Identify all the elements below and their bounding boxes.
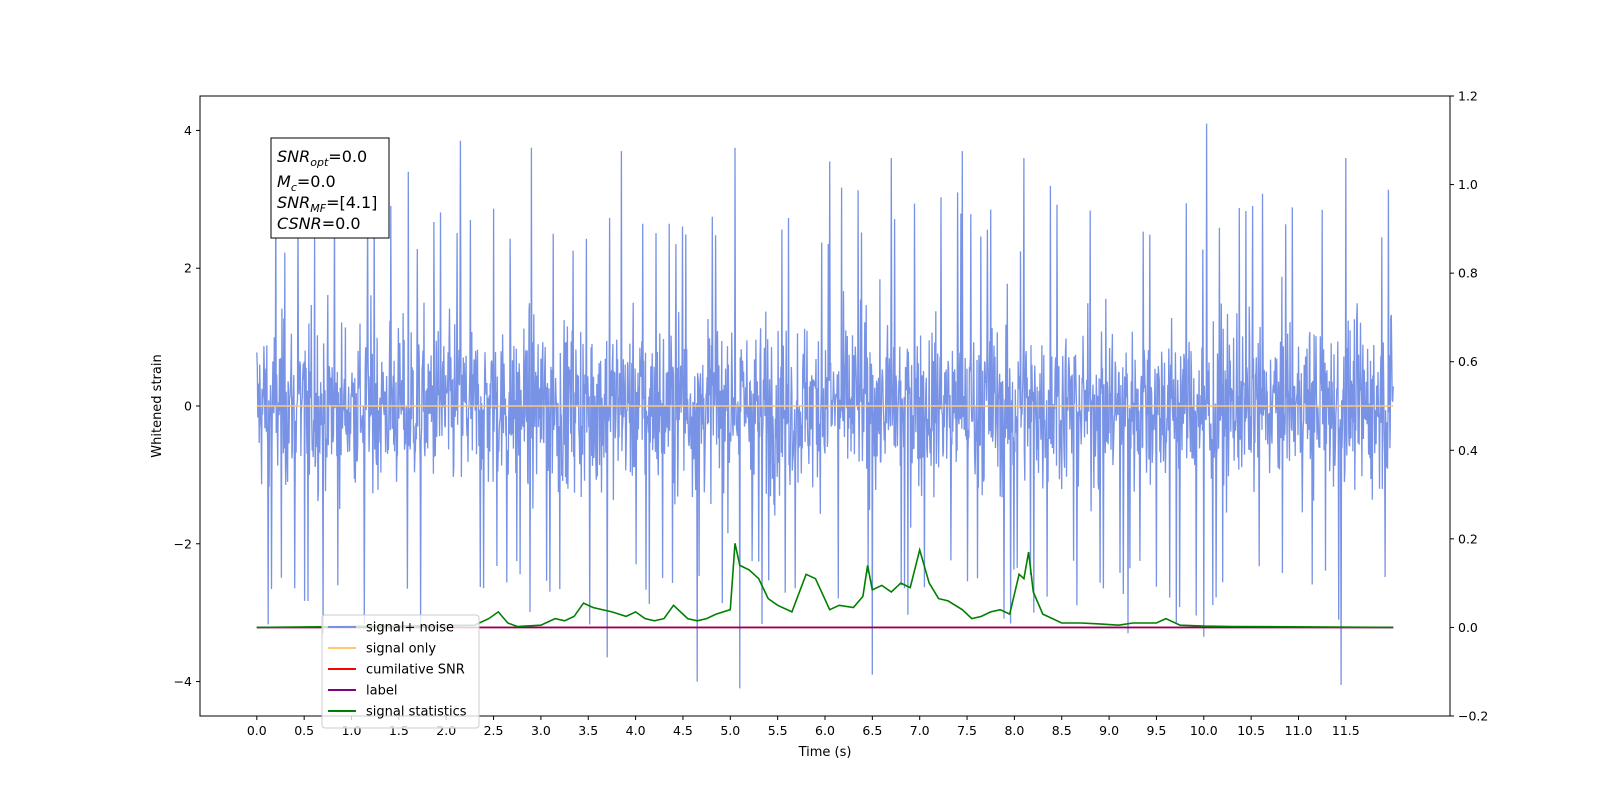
annotation-mc: Mc=0.0 xyxy=(277,172,336,194)
ticks-layer: 0.0 0.5 1.0 1.5 2.0 2.5 3.0 3.5 4.0 4.5 5.0 5.5 6.0 6… xyxy=(174,89,1489,739)
y-tick-label: −4 xyxy=(174,674,192,689)
y2-tick-label: 0.2 xyxy=(1458,531,1478,546)
y2-tick-label: 0.8 xyxy=(1458,266,1478,281)
csnr-value: =0.0 xyxy=(322,214,361,233)
snr-annotation: SNRopt=0.0 Mc=0.0 SNRMF=[4.1] CSNR=0.0 xyxy=(270,137,390,239)
y2-tick-label: 0.6 xyxy=(1458,354,1478,369)
legend-box xyxy=(321,614,480,729)
mc-sub: c xyxy=(291,181,297,194)
legend-label: signal only xyxy=(366,642,436,657)
x-tick-label: 8.5 xyxy=(1052,723,1072,738)
x-tick-label: 0.0 xyxy=(247,723,267,738)
snr-mf-value: =[4.1] xyxy=(326,193,377,212)
x-tick-label: 6.0 xyxy=(815,723,835,738)
x-tick-label: 3.5 xyxy=(578,723,598,738)
y-axis-label: Whitened strain xyxy=(150,354,165,457)
legend-label: cumilative SNR xyxy=(366,663,465,678)
mc-label: M xyxy=(277,172,291,191)
y2-tick-label: 1.2 xyxy=(1458,89,1478,104)
x-tick-label: 0.5 xyxy=(294,723,314,738)
x-tick-label: 3.0 xyxy=(531,723,551,738)
y-tick-label: −2 xyxy=(174,536,192,551)
x-tick-label: 11.5 xyxy=(1332,723,1360,738)
legend-label: label xyxy=(366,684,397,699)
x-tick-label: 8.0 xyxy=(1004,723,1024,738)
x-tick-label: 10.0 xyxy=(1190,723,1218,738)
x-tick-label: 11.0 xyxy=(1285,723,1313,738)
x-tick-label: 9.5 xyxy=(1146,723,1166,738)
y2-tick-label: 0.0 xyxy=(1458,620,1478,635)
x-tick-label: 7.5 xyxy=(957,723,977,738)
annotation-box xyxy=(270,137,390,239)
snr-mf-label: SNR xyxy=(277,193,310,212)
x-tick-label: 2.5 xyxy=(484,723,504,738)
x-tick-label: 5.5 xyxy=(768,723,788,738)
legend-label: signal+ noise xyxy=(366,621,454,636)
y-tick-label: 0 xyxy=(184,399,192,414)
series-line-4 xyxy=(256,543,1394,629)
x-axis-label: Time (s) xyxy=(798,745,852,760)
csnr-label: CSNR xyxy=(277,214,322,233)
y2-tick-label: −0.2 xyxy=(1458,709,1488,724)
snr-opt-value: =0.0 xyxy=(328,147,367,166)
legend: signal+ noise signal only cumilative SNR la… xyxy=(321,614,480,729)
snr-opt-label: SNR xyxy=(277,147,310,166)
x-tick-label: 9.0 xyxy=(1099,723,1119,738)
annotation-snr-opt: SNRopt=0.0 xyxy=(277,147,367,169)
annotation-csnr: CSNR=0.0 xyxy=(277,214,361,233)
legend-label: signal statistics xyxy=(366,705,467,720)
y-tick-label: 4 xyxy=(184,123,192,138)
snr-mf-sub: MF xyxy=(310,202,326,215)
annotation-snr-mf: SNRMF=[4.1] xyxy=(277,193,377,215)
x-tick-label: 6.5 xyxy=(862,723,882,738)
y2-tick-label: 0.4 xyxy=(1458,443,1478,458)
y2-tick-label: 1.0 xyxy=(1458,177,1478,192)
mc-value: =0.0 xyxy=(297,172,336,191)
x-tick-label: 4.5 xyxy=(673,723,693,738)
y-tick-label: 2 xyxy=(184,261,192,276)
x-tick-label: 5.0 xyxy=(720,723,740,738)
series-line-0 xyxy=(256,123,1394,689)
x-tick-label: 4.0 xyxy=(626,723,646,738)
x-tick-label: 10.5 xyxy=(1237,723,1265,738)
snr-opt-sub: opt xyxy=(310,156,329,169)
x-tick-label: 7.0 xyxy=(910,723,930,738)
